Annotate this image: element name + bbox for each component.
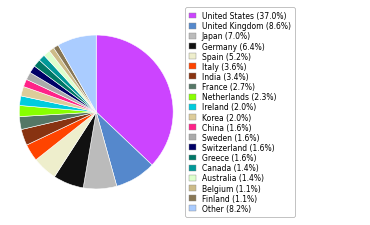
Wedge shape <box>54 46 96 112</box>
Wedge shape <box>19 106 96 117</box>
Wedge shape <box>21 87 96 112</box>
Wedge shape <box>21 112 96 145</box>
Wedge shape <box>34 61 96 112</box>
Wedge shape <box>20 97 96 112</box>
Wedge shape <box>30 67 96 112</box>
Wedge shape <box>27 112 96 160</box>
Wedge shape <box>54 112 96 188</box>
Wedge shape <box>19 112 96 130</box>
Wedge shape <box>24 80 96 112</box>
Wedge shape <box>27 73 96 112</box>
Wedge shape <box>83 112 117 189</box>
Wedge shape <box>96 112 152 186</box>
Wedge shape <box>44 52 96 112</box>
Wedge shape <box>58 36 96 112</box>
Wedge shape <box>49 49 96 112</box>
Wedge shape <box>39 56 96 112</box>
Wedge shape <box>96 36 173 165</box>
Wedge shape <box>36 112 96 177</box>
Legend: United States (37.0%), United Kingdom (8.6%), Japan (7.0%), Germany (6.4%), Spai: United States (37.0%), United Kingdom (8… <box>185 8 295 217</box>
